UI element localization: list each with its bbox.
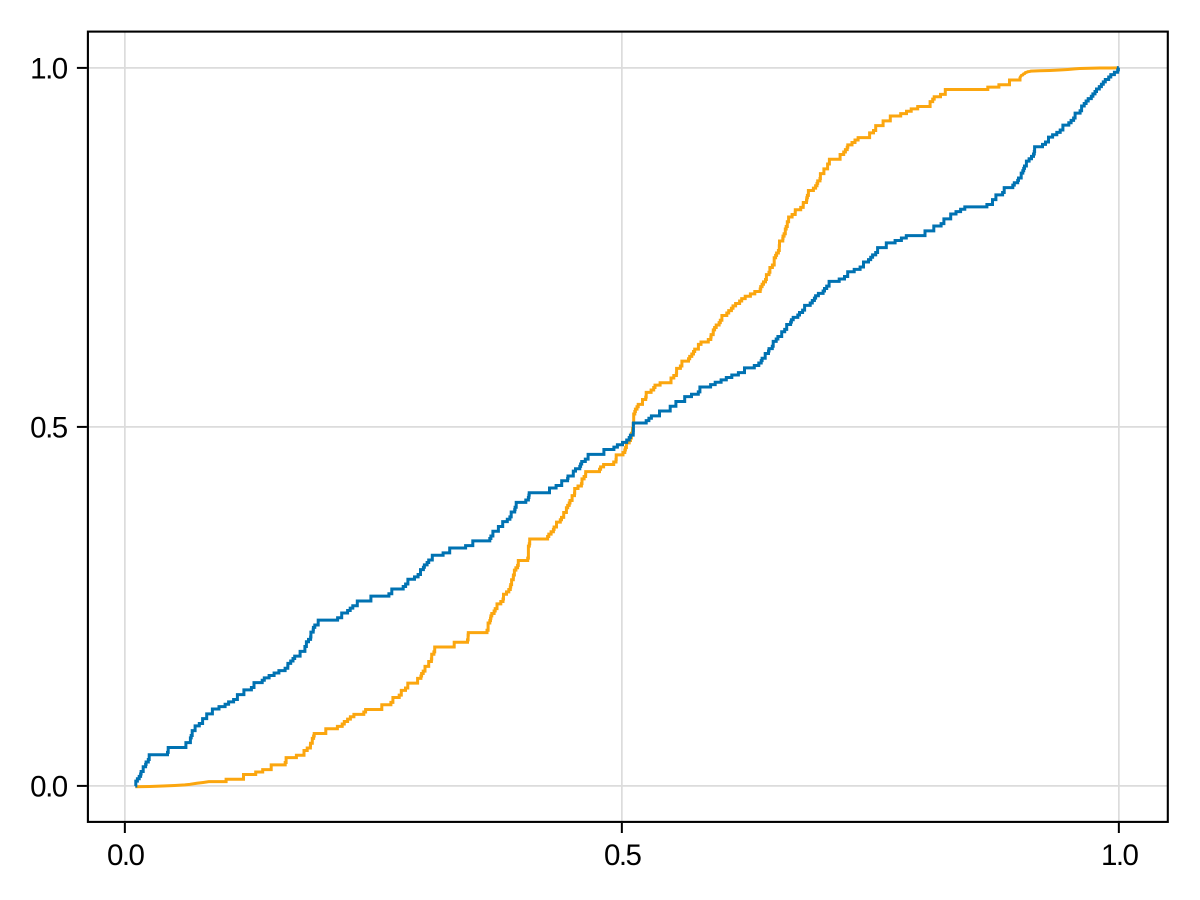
svg-text:1.0: 1.0 — [30, 52, 68, 85]
svg-text:0.5: 0.5 — [604, 839, 642, 872]
svg-text:0.0: 0.0 — [30, 770, 68, 803]
svg-text:1.0: 1.0 — [1101, 839, 1139, 872]
svg-text:0.0: 0.0 — [107, 839, 145, 872]
svg-text:0.5: 0.5 — [30, 411, 68, 444]
